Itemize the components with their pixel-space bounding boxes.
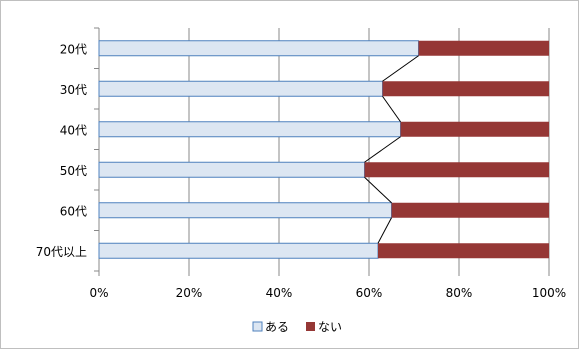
bar-nai [378, 243, 549, 259]
series-line [382, 95, 401, 123]
category-label: 70代以上 [36, 245, 87, 259]
legend-label-nai: ない [318, 320, 342, 334]
x-tick-label: 60% [356, 286, 383, 300]
series-line [382, 55, 419, 82]
series-line [364, 176, 392, 204]
legend-swatch-aru [252, 321, 263, 332]
x-tick-label: 0% [89, 286, 108, 300]
bar-aru [98, 80, 383, 97]
legend-swatch-nai [306, 322, 315, 331]
bar-nai [364, 162, 549, 178]
series-line [364, 136, 401, 163]
series-line [377, 217, 392, 244]
bar-aru [98, 242, 379, 259]
x-tick-label: 20% [176, 286, 203, 300]
bar-nai [391, 202, 549, 218]
bar-nai [418, 40, 549, 56]
x-tick-label: 100% [532, 286, 566, 300]
category-label: 30代 [60, 83, 87, 97]
bar-nai [382, 81, 549, 97]
category-label: 60代 [60, 204, 87, 218]
category-label: 20代 [60, 42, 87, 56]
bar-aru [98, 202, 392, 219]
bar-aru [98, 121, 401, 138]
bar-aru [98, 161, 365, 178]
bar-aru [98, 40, 419, 57]
x-tick-label: 80% [446, 286, 473, 300]
legend-label-aru: ある [265, 320, 289, 334]
category-label: 50代 [60, 164, 87, 178]
category-label: 40代 [60, 123, 87, 137]
bar-nai [400, 121, 549, 137]
x-tick-label: 40% [266, 286, 293, 300]
